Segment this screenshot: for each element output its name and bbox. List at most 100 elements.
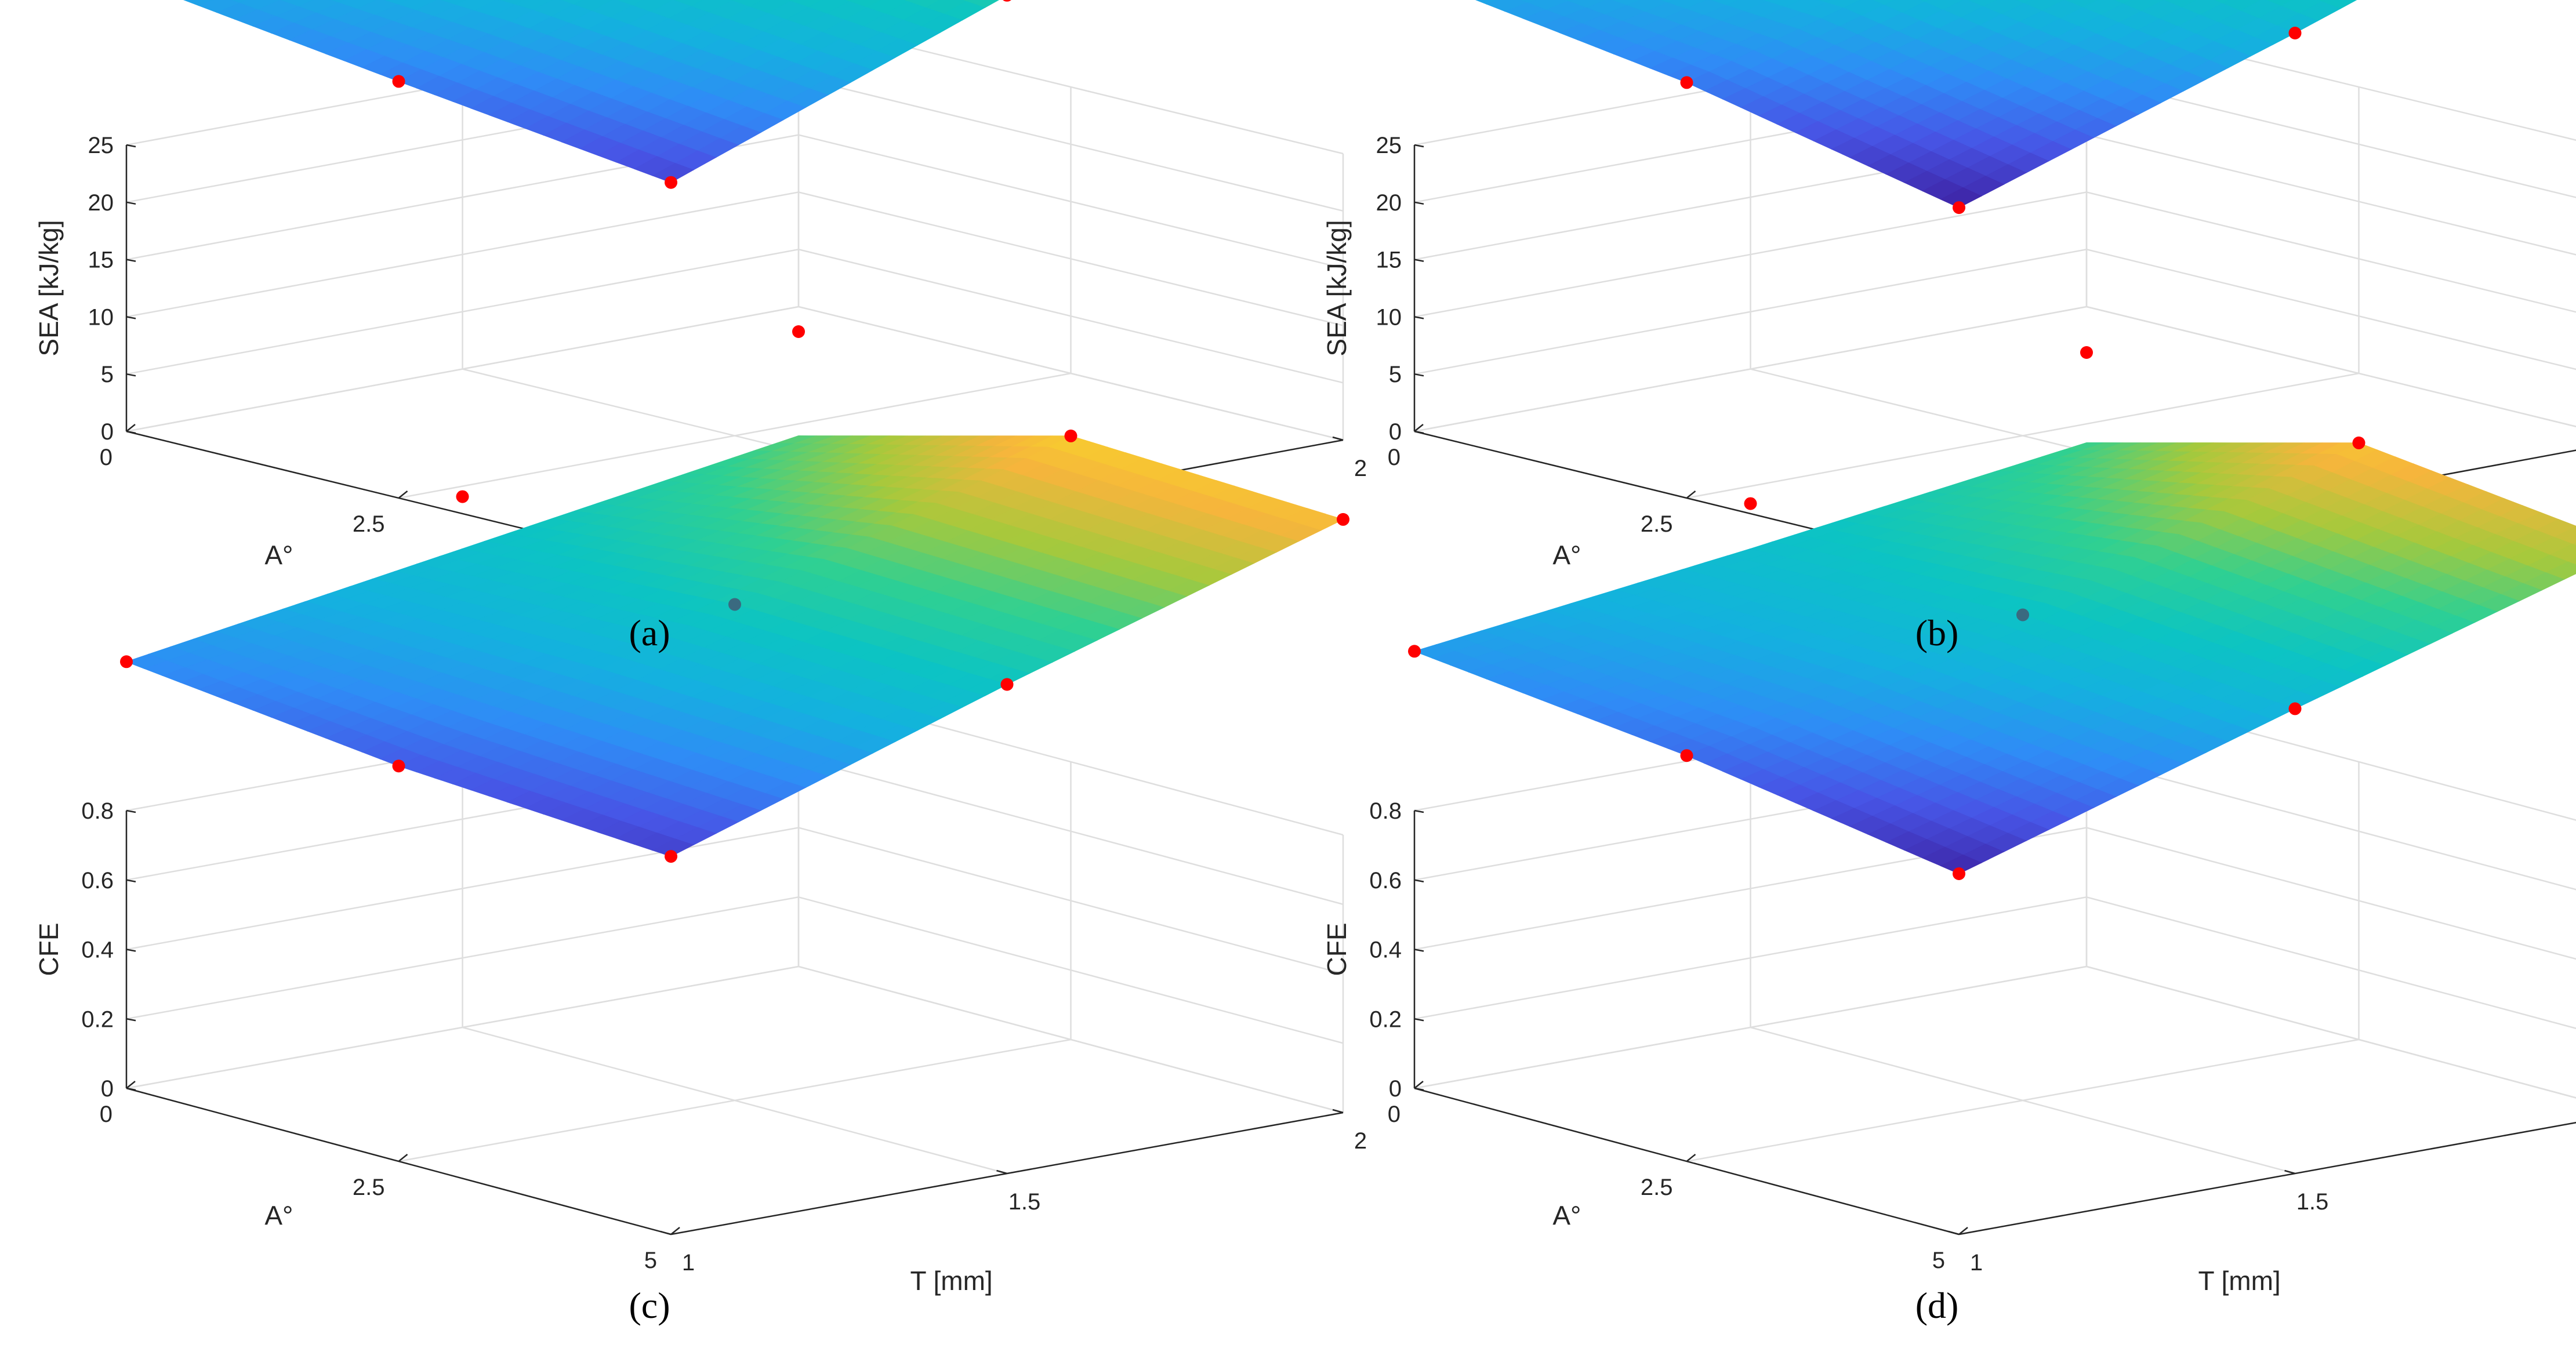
z-gridline <box>126 134 1344 269</box>
z-gridline <box>126 896 1344 1044</box>
z-tick <box>1414 373 1424 377</box>
z-tick-label: 0 <box>101 419 114 445</box>
data-point <box>1000 678 1014 691</box>
surface <box>1475 0 2357 208</box>
z-tick-label: 0 <box>1389 419 1402 445</box>
z-axis-label: CFE <box>34 923 64 976</box>
data-points <box>1680 27 2302 215</box>
z-tick-label: 25 <box>88 133 114 158</box>
x-tick <box>1414 1081 1424 1089</box>
data-point <box>456 490 469 503</box>
y-axis-label: T [mm] <box>910 1266 992 1296</box>
z-tick <box>1414 1018 1424 1022</box>
z-tick-label: 15 <box>1376 248 1402 273</box>
data-point <box>1680 76 1693 89</box>
data-point <box>1953 201 1965 215</box>
y-tick <box>1332 436 1344 441</box>
z-tick <box>1414 879 1424 882</box>
z-tick <box>1414 201 1424 205</box>
z-tick-label: 20 <box>1376 190 1402 216</box>
data-point <box>1337 513 1349 526</box>
z-tick-label: 20 <box>88 190 114 216</box>
z-tick <box>1414 144 1424 148</box>
y-tick-label: 2 <box>1354 456 1367 481</box>
caption-c: (c) <box>629 1285 670 1326</box>
x-tick-label: 0 <box>100 445 113 470</box>
y-tick <box>2284 1169 2295 1175</box>
z-axis-label: SEA [kJ/kg] <box>34 220 64 356</box>
x-tick-label: 5 <box>1932 1248 1945 1273</box>
surface-patch <box>1475 0 1500 5</box>
caption-a: (a) <box>629 612 670 653</box>
y-gridline-floor <box>1750 1026 2295 1175</box>
data-point <box>1408 645 1421 658</box>
z-tick <box>126 201 136 205</box>
y-tick <box>1332 1109 1344 1114</box>
y-gridline-floor <box>462 1026 1007 1175</box>
data-point <box>2352 436 2365 449</box>
z-gridline <box>126 306 1344 441</box>
z-tick <box>126 809 136 813</box>
z-tick-label: 5 <box>1389 362 1402 387</box>
x-tick <box>126 424 136 432</box>
data-point <box>2016 608 2029 622</box>
surface-patch <box>1940 855 1983 874</box>
x-tick-label: 0 <box>100 1102 113 1127</box>
z-tick <box>126 259 136 262</box>
data-point <box>728 598 741 611</box>
data-point <box>392 760 405 773</box>
surface <box>1413 442 2576 874</box>
x-axis-label: A° <box>264 540 293 570</box>
z-tick <box>126 316 136 319</box>
z-tick-label: 0 <box>1389 1076 1402 1102</box>
z-tick-label: 5 <box>101 362 114 387</box>
z-tick <box>1414 316 1424 319</box>
z-tick-label: 0.4 <box>1369 938 1402 963</box>
z-tick-label: 0.2 <box>1369 1007 1402 1032</box>
data-point <box>2288 27 2302 39</box>
x-tick <box>1686 490 1696 499</box>
x-tick-label: 0 <box>1388 1102 1401 1127</box>
surface-patch <box>1918 0 1931 3</box>
y-gridline-floor <box>798 306 1344 441</box>
z-gridline <box>1414 896 2576 1030</box>
x-tick <box>398 490 408 499</box>
z-tick <box>126 1018 136 1022</box>
y-tick <box>660 1230 672 1236</box>
y-tick-label: 1.5 <box>1008 1189 1041 1215</box>
x-axis-label: A° <box>1552 1201 1581 1231</box>
y-gridline-floor <box>2086 306 2576 428</box>
z-tick-label: 25 <box>1376 133 1402 158</box>
surface <box>125 435 1344 857</box>
y-axis-line <box>1958 1121 2576 1236</box>
data-points <box>120 325 1349 863</box>
x-tick <box>1686 1154 1696 1162</box>
x-tick <box>1958 1227 1968 1235</box>
surface <box>183 0 1000 183</box>
z-tick-label: 0.4 <box>81 938 114 963</box>
data-point <box>2080 346 2093 359</box>
data-point <box>2288 702 2302 715</box>
surface-patch <box>652 162 695 183</box>
z-tick-label: 15 <box>88 248 114 273</box>
z-gridline <box>1414 965 2576 1099</box>
z-tick <box>126 373 136 377</box>
x-axis-label: A° <box>264 1201 293 1231</box>
z-gridline <box>126 191 1344 326</box>
x-tick <box>126 1081 136 1089</box>
y-gridline-floor <box>798 965 1344 1114</box>
data-point <box>120 655 133 668</box>
x-tick-label: 2.5 <box>1641 1175 1673 1200</box>
x-tick <box>1414 424 1424 432</box>
z-tick <box>126 949 136 952</box>
x-gridline-floor <box>1958 1121 2576 1236</box>
z-axis-label: SEA [kJ/kg] <box>1322 220 1352 356</box>
y-gridline-floor <box>2086 965 2576 1099</box>
surface-patch <box>1940 187 1982 208</box>
surface-patch <box>183 0 214 6</box>
data-points <box>392 0 1011 189</box>
z-tick-label: 10 <box>88 304 114 330</box>
data-point <box>665 850 677 863</box>
